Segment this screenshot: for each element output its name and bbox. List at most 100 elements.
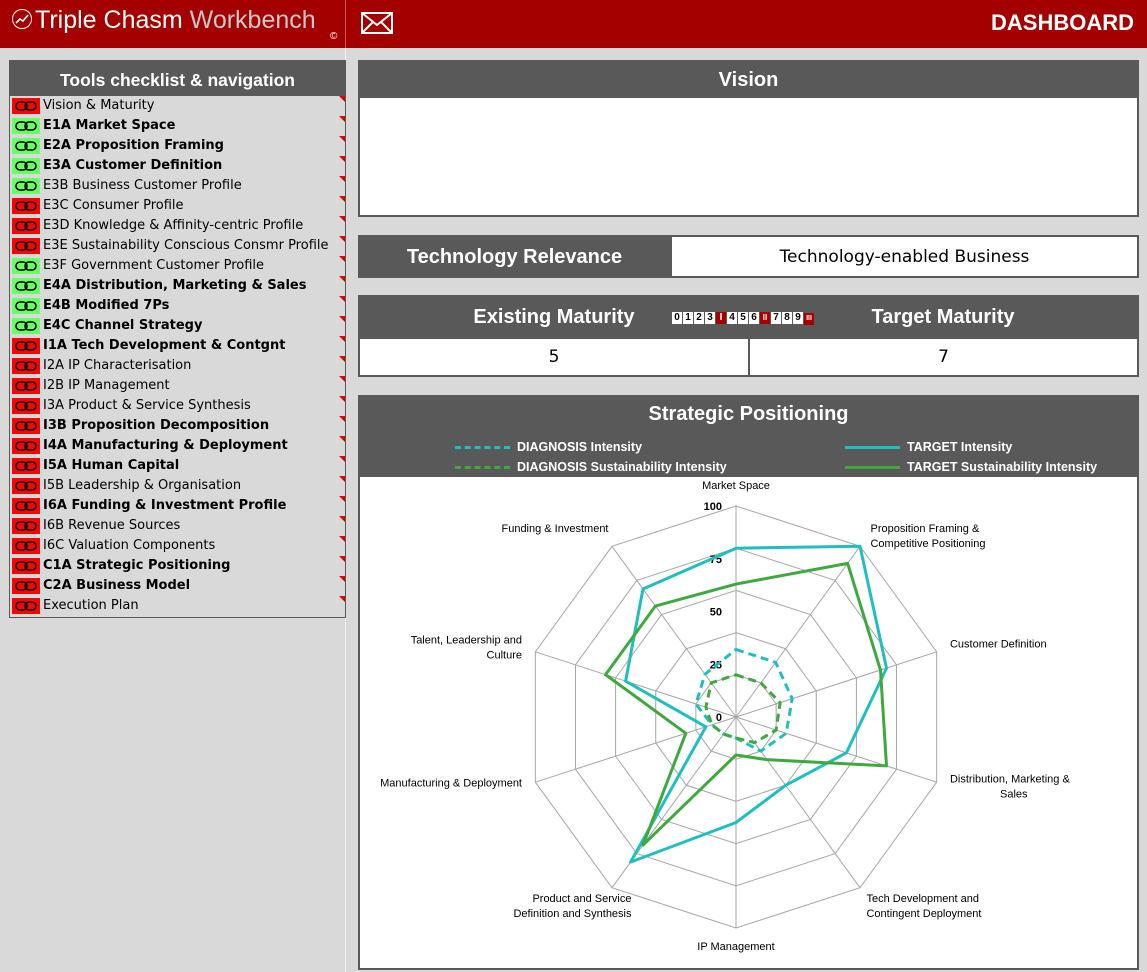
- checklist-item[interactable]: I6A Funding & Investment Profile: [10, 496, 345, 516]
- link-icon[interactable]: [12, 538, 40, 554]
- link-icon[interactable]: [12, 578, 40, 594]
- maturity-scale-step: 3: [705, 312, 715, 324]
- checklist-item[interactable]: I1A Tech Development & Contgnt: [10, 336, 345, 356]
- link-icon[interactable]: [12, 438, 40, 454]
- checklist-item[interactable]: Vision & Maturity: [10, 96, 345, 116]
- checklist-item-label: I2A IP Characterisation: [43, 358, 192, 373]
- comment-marker-icon: [339, 536, 345, 542]
- radar-axis-label-line: Product and Service: [532, 893, 631, 905]
- link-icon[interactable]: [12, 118, 40, 134]
- radar-spoke: [535, 651, 737, 718]
- link-icon[interactable]: [12, 418, 40, 434]
- mail-icon[interactable]: [361, 11, 393, 39]
- checklist-item[interactable]: I4A Manufacturing & Deployment: [10, 436, 345, 456]
- checklist-item[interactable]: Execution Plan: [10, 596, 345, 616]
- comment-marker-icon: [339, 216, 345, 222]
- checklist-item[interactable]: E3A Customer Definition: [10, 156, 345, 176]
- radar-axis-label-line: Tech Development and: [866, 893, 979, 905]
- checklist-item-label: E3C Consumer Profile: [43, 198, 184, 213]
- link-icon[interactable]: [12, 338, 40, 354]
- radar-tick-label: 0: [716, 712, 722, 724]
- checklist-item[interactable]: E4A Distribution, Marketing & Sales: [10, 276, 345, 296]
- radar-axis-label: Product and Service Definition and Synthe…: [513, 893, 632, 920]
- maturity-scale-step: 8: [782, 312, 792, 324]
- radar-axis-label: Talent, Leadership and Culture: [411, 634, 522, 661]
- link-icon[interactable]: [12, 298, 40, 314]
- comment-marker-icon: [339, 596, 345, 602]
- checklist-item[interactable]: I6C Valuation Components: [10, 536, 345, 556]
- tech-relevance-value[interactable]: Technology-enabled Business: [670, 235, 1139, 278]
- radar-axis-label: Funding & Investment: [501, 523, 608, 535]
- checklist-item[interactable]: E3B Business Customer Profile: [10, 176, 345, 196]
- checklist-item[interactable]: E3C Consumer Profile: [10, 196, 345, 216]
- radar-axis-label-line: Definition and Synthesis: [513, 908, 632, 920]
- link-icon[interactable]: [12, 318, 40, 334]
- checklist-title: Tools checklist & navigation: [10, 61, 345, 96]
- checklist-item[interactable]: I3A Product & Service Synthesis: [10, 396, 345, 416]
- checklist-item[interactable]: E4C Channel Strategy: [10, 316, 345, 336]
- checklist-item[interactable]: I6B Revenue Sources: [10, 516, 345, 536]
- link-icon[interactable]: [12, 198, 40, 214]
- link-icon[interactable]: [12, 478, 40, 494]
- link-icon[interactable]: [12, 218, 40, 234]
- checklist-item-label: E3F Government Customer Profile: [43, 258, 264, 273]
- link-icon[interactable]: [12, 138, 40, 154]
- checklist-item[interactable]: E3F Government Customer Profile: [10, 256, 345, 276]
- target-maturity-value[interactable]: 7: [748, 337, 1139, 377]
- checklist-item[interactable]: E1A Market Space: [10, 116, 345, 136]
- comment-marker-icon: [339, 476, 345, 482]
- link-icon[interactable]: [12, 158, 40, 174]
- radar-axis-label: Market Space: [702, 480, 770, 492]
- radar-axis-label-line: Culture: [487, 649, 522, 661]
- checklist-item[interactable]: I5B Leadership & Organisation: [10, 476, 345, 496]
- checklist-item-label: I3B Proposition Decomposition: [43, 418, 270, 433]
- maturity-scale-step: 9: [793, 312, 803, 324]
- radar-tick-label: 100: [704, 501, 722, 513]
- tech-relevance-label: Technology Relevance: [358, 235, 671, 278]
- link-icon[interactable]: [12, 458, 40, 474]
- comment-marker-icon: [339, 116, 345, 122]
- checklist-item[interactable]: C2A Business Model: [10, 576, 345, 596]
- app-logo[interactable]: Triple Chasm Workbench ©: [12, 6, 337, 42]
- checklist-item[interactable]: I3B Proposition Decomposition: [10, 416, 345, 436]
- link-icon[interactable]: [12, 258, 40, 274]
- logo-chart-icon: [12, 9, 32, 29]
- link-icon[interactable]: [12, 398, 40, 414]
- checklist-item[interactable]: I2A IP Characterisation: [10, 356, 345, 376]
- radar-spoke: [735, 546, 861, 718]
- existing-maturity-value[interactable]: 5: [358, 337, 750, 377]
- radar-series-line: [694, 647, 794, 753]
- link-icon[interactable]: [12, 498, 40, 514]
- radar-series-line: [704, 673, 782, 745]
- checklist-item[interactable]: E3D Knowledge & Affinity-centric Profile: [10, 216, 345, 236]
- checklist-item-label: I6A Funding & Investment Profile: [43, 498, 287, 513]
- link-icon[interactable]: [12, 178, 40, 194]
- comment-marker-icon: [339, 376, 345, 382]
- link-icon[interactable]: [12, 278, 40, 294]
- radar-axis-label-line: Competitive Positioning: [870, 538, 985, 550]
- radar-spoke: [735, 716, 937, 783]
- comment-marker-icon: [339, 176, 345, 182]
- legend-label: TARGET Intensity: [907, 440, 1013, 454]
- checklist-item[interactable]: I2B IP Management: [10, 376, 345, 396]
- link-icon[interactable]: [12, 558, 40, 574]
- checklist-item-label: E2A Proposition Framing: [43, 138, 224, 153]
- vision-text-box[interactable]: [358, 96, 1139, 217]
- chart-title: Strategic Positioning: [648, 403, 849, 425]
- link-icon[interactable]: [12, 378, 40, 394]
- link-icon[interactable]: [12, 518, 40, 534]
- checklist-item[interactable]: E2A Proposition Framing: [10, 136, 345, 156]
- checklist-item[interactable]: E4B Modified 7Ps: [10, 296, 345, 316]
- radar-spoke: [535, 716, 737, 783]
- existing-maturity-label: Existing Maturity: [473, 306, 635, 328]
- logo-main-text: Triple Chasm: [35, 6, 183, 34]
- checklist-item[interactable]: C1A Strategic Positioning: [10, 556, 345, 576]
- link-icon[interactable]: [12, 98, 40, 114]
- link-icon[interactable]: [12, 238, 40, 254]
- checklist-item[interactable]: I5A Human Capital: [10, 456, 345, 476]
- checklist-item[interactable]: E3E Sustainability Conscious Consmr Prof…: [10, 236, 345, 256]
- link-icon[interactable]: [12, 358, 40, 374]
- checklist-item-label: E3D Knowledge & Affinity-centric Profile: [43, 218, 304, 233]
- comment-marker-icon: [339, 156, 345, 162]
- link-icon[interactable]: [12, 598, 40, 614]
